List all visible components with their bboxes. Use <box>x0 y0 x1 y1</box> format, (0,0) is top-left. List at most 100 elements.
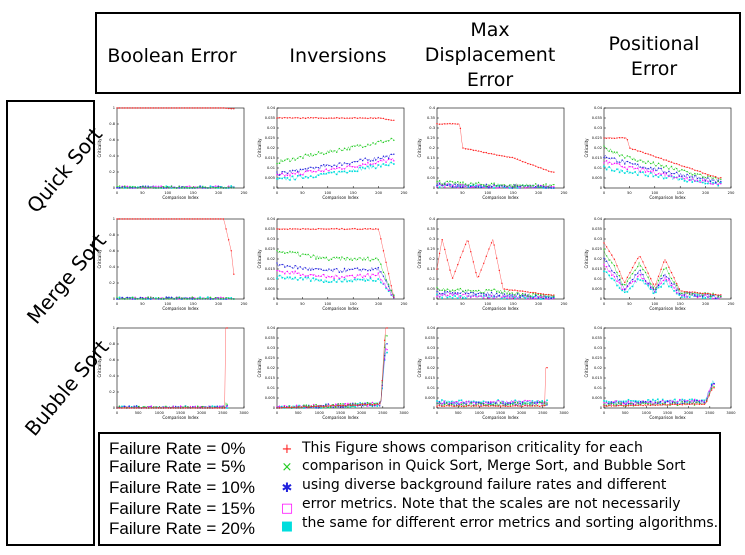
plot-frame <box>436 218 565 300</box>
panel-merge-sort-inversions: 0 50 100 150 200 250 0 0.005 0.01 0.015 0.02 0.025 0… <box>257 217 408 311</box>
panel-bubble-sort-boolean-error: 0 500 1000 1500 2000 2500 3000 0 0.2 0.4 0.6 0.8 1 Co… <box>97 326 249 420</box>
y-tick-label: 0.6 <box>109 358 115 362</box>
series-1 <box>603 248 722 298</box>
y-tick-label: 0.01 <box>594 166 602 170</box>
y-tick-label: 0.8 <box>109 122 115 126</box>
data-point <box>720 177 722 179</box>
y-tick-label: 0.025 <box>425 356 435 360</box>
x-tick-label: 2500 <box>705 411 715 415</box>
series-line <box>276 334 388 409</box>
x-tick-label: 250 <box>561 302 569 306</box>
x-axis-label: Comparison Index <box>482 415 519 420</box>
y-tick-label: 0.02 <box>427 366 435 370</box>
legend-rate-20: Failure Rate = 20% <box>109 519 255 538</box>
column-header-box <box>95 12 741 94</box>
series-line <box>117 107 234 109</box>
y-tick-label: 0.035 <box>265 227 275 231</box>
data-point <box>553 183 555 186</box>
y-tick-label: 0 <box>273 406 276 410</box>
y-axis-label: Criticality <box>257 138 262 158</box>
y-tick-label: 0.025 <box>265 247 275 251</box>
series-line <box>436 287 554 298</box>
legend-box <box>98 432 721 546</box>
series-1 <box>276 249 395 296</box>
x-tick-label: 0 <box>116 302 119 306</box>
column-header-max-displacement: Max Displacement Error <box>424 19 556 91</box>
y-axis-label: Criticality <box>584 138 589 158</box>
x-axis-label: Comparison Index <box>162 415 199 420</box>
series-line <box>436 290 554 299</box>
x-tick-label: 0 <box>436 302 439 306</box>
x-tick-label: 500 <box>135 411 143 415</box>
legend-marker-square-icon: □ <box>280 501 294 516</box>
data-point <box>603 263 605 266</box>
y-tick-label: 0.015 <box>265 376 275 380</box>
series-0 <box>436 122 555 173</box>
series-line <box>276 352 388 409</box>
y-tick-label: 0.25 <box>427 136 435 140</box>
legend-rate-0: Failure Rate = 0% <box>109 439 246 458</box>
x-tick-label: 100 <box>651 302 659 306</box>
x-tick-label: 2000 <box>357 411 367 415</box>
y-tick-label: 0.02 <box>594 146 602 150</box>
legend-rate-5: Failure Rate = 5% <box>109 457 246 476</box>
y-tick-label: 0.4 <box>109 374 115 378</box>
y-tick-label: 0.02 <box>267 146 275 150</box>
series-0 <box>603 242 722 296</box>
series-line <box>276 343 388 409</box>
x-tick-label: 0 <box>603 302 606 306</box>
x-tick-label: 50 <box>300 191 305 195</box>
y-axis-label: Criticality <box>97 138 102 158</box>
x-tick-label: 3000 <box>559 411 569 415</box>
y-tick-label: 0.01 <box>267 386 275 390</box>
series-line <box>276 154 394 176</box>
y-axis-label: Criticality <box>584 249 589 269</box>
y-tick-label: 0.01 <box>427 386 435 390</box>
x-tick-label: 500 <box>622 411 630 415</box>
series-line <box>116 185 234 189</box>
series-line <box>276 162 394 181</box>
y-tick-label: 0.035 <box>592 116 602 120</box>
plot-frame <box>116 107 245 189</box>
x-tick-label: 200 <box>702 302 710 306</box>
x-tick-label: 3000 <box>726 411 736 415</box>
series-0 <box>276 327 388 409</box>
y-tick-label: 0.03 <box>427 346 435 350</box>
x-tick-label: 1000 <box>155 411 165 415</box>
y-tick-label: 1 <box>113 217 115 221</box>
x-tick-label: 100 <box>164 302 172 306</box>
series-2 <box>276 153 395 176</box>
x-tick-label: 0 <box>276 411 279 415</box>
y-tick-label: 0.03 <box>267 237 275 241</box>
series-4 <box>603 165 722 187</box>
x-tick-label: 50 <box>627 302 632 306</box>
y-tick-label: 0 <box>600 297 603 301</box>
data-point <box>720 182 722 184</box>
y-tick-label: 1 <box>113 326 115 330</box>
y-tick-label: 0.1 <box>429 166 435 170</box>
y-tick-label: 0.25 <box>427 247 435 251</box>
y-axis-label: Criticality <box>97 249 102 269</box>
x-tick-label: 1500 <box>176 411 186 415</box>
series-3 <box>603 160 722 186</box>
x-tick-label: 250 <box>241 302 249 306</box>
plot-frame <box>276 107 405 189</box>
y-tick-label: 0.35 <box>427 116 435 120</box>
x-tick-label: 150 <box>510 191 518 195</box>
x-tick-label: 3000 <box>239 411 249 415</box>
series-line <box>276 117 394 121</box>
data-point <box>553 171 555 173</box>
x-tick-label: 50 <box>140 302 145 306</box>
column-header-inversions: Inversions <box>289 45 387 67</box>
y-tick-label: 0.005 <box>265 287 275 291</box>
x-tick-label: 3000 <box>399 411 409 415</box>
y-tick-label: 0.03 <box>594 346 602 350</box>
series-1 <box>116 296 235 300</box>
series-line <box>603 271 721 299</box>
y-tick-label: 0.4 <box>109 265 115 269</box>
series-line <box>436 180 554 188</box>
y-tick-label: 0.04 <box>594 217 603 221</box>
y-tick-label: 0 <box>113 297 116 301</box>
x-tick-label: 250 <box>401 191 409 195</box>
y-tick-label: 0.3 <box>429 126 435 130</box>
